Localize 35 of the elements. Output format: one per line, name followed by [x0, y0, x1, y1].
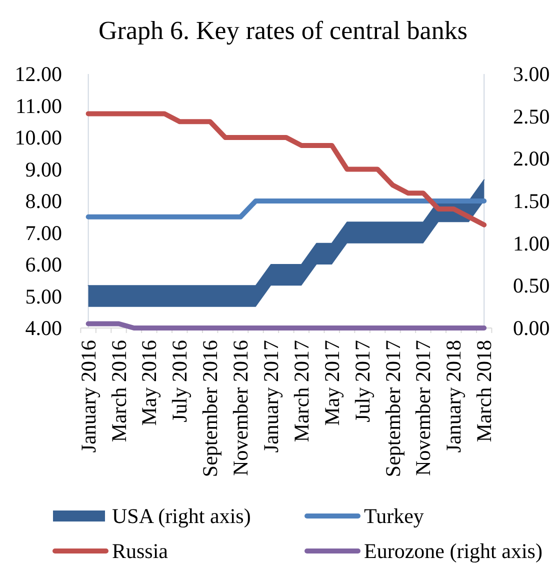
y2-tick-label: 2.00: [513, 146, 550, 171]
y-tick-label: 8.00: [25, 189, 62, 213]
x-tick-label: July 2016: [168, 340, 192, 422]
legend-label: Russia: [112, 539, 169, 563]
y2-tick-label: 2.50: [513, 104, 550, 128]
y-tick-label: 6.00: [25, 252, 62, 276]
x-tick-label: March 2018: [472, 340, 496, 442]
y2-tick-label: 1.00: [513, 231, 550, 256]
x-tick-label: January 2016: [76, 340, 100, 453]
x-tick-label: March 2016: [106, 340, 131, 442]
legend-label: USA (right axis): [112, 504, 251, 528]
x-tick-label: November 2016: [228, 340, 253, 476]
y-tick-label: 5.00: [25, 284, 62, 308]
y2-tick-label: 3.00: [513, 62, 550, 86]
x-tick-label: January 2017: [258, 340, 283, 453]
x-tick-label: September 2017: [380, 340, 405, 478]
y-tick-label: 7.00: [25, 220, 62, 245]
y-tick-label: 4.00: [25, 316, 62, 340]
x-tick-label: July 2017: [350, 340, 374, 422]
legend-label: Turkey: [364, 504, 424, 528]
y-tick-label: 12.00: [14, 62, 62, 86]
x-tick-label: March 2017: [289, 340, 314, 442]
legend-label: Eurozone (right axis): [364, 539, 542, 563]
y-tick-label: 10.00: [14, 126, 62, 150]
y2-tick-label: 1.50: [513, 189, 550, 213]
y-tick-label: 11.00: [16, 94, 62, 118]
y2-tick-label: 0.00: [513, 316, 550, 340]
x-tick-label: January 2018: [442, 340, 466, 453]
chart-title: Graph 6. Key rates of central banks: [98, 16, 468, 45]
y2-tick-label: 0.50: [513, 274, 550, 298]
y-tick-label: 9.00: [25, 157, 62, 182]
x-tick-label: May 2017: [320, 340, 344, 426]
x-tick-label: November 2017: [411, 340, 436, 476]
x-tick-label: September 2016: [198, 340, 222, 478]
x-tick-label: May 2016: [137, 340, 162, 426]
